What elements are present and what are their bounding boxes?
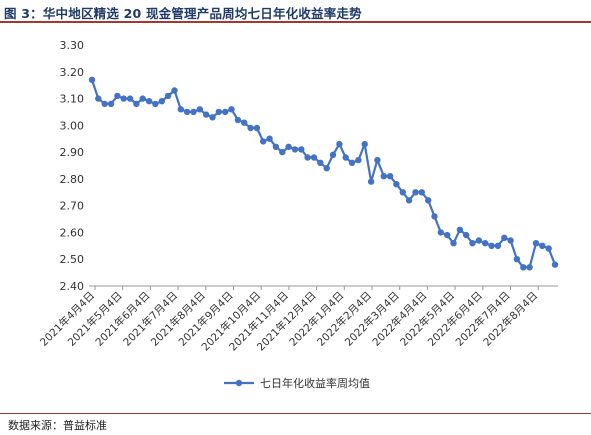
data-point <box>405 197 413 204</box>
y-tick-label: 2.40 <box>60 280 85 293</box>
data-point <box>177 106 184 113</box>
data-point <box>431 213 438 220</box>
data-point <box>234 116 242 124</box>
data-point <box>228 106 235 113</box>
data-point <box>507 237 514 244</box>
data-point <box>323 165 330 172</box>
data-point <box>260 138 267 145</box>
data-point <box>456 226 464 233</box>
data-point <box>190 108 197 116</box>
y-tick-label: 2.70 <box>60 200 85 213</box>
source-divider <box>0 413 591 414</box>
data-point <box>450 240 457 247</box>
data-point <box>196 106 203 113</box>
data-point <box>539 242 546 249</box>
data-point <box>399 189 406 196</box>
data-point <box>513 256 521 263</box>
data-point <box>95 95 102 102</box>
y-tick-label: 3.10 <box>60 93 85 106</box>
data-point <box>279 148 286 156</box>
data-point <box>520 264 527 271</box>
plot-area <box>88 76 559 271</box>
data-point <box>317 159 324 166</box>
data-point <box>475 237 483 244</box>
data-point <box>348 159 356 166</box>
figure-title: 图 3：华中地区精选 20 现金管理产品周均七日年化收益率走势 <box>4 6 362 21</box>
data-point <box>444 231 451 239</box>
y-tick-label: 3.00 <box>60 119 85 132</box>
data-point <box>310 154 318 161</box>
data-point <box>107 100 115 108</box>
line-chart: 2.40 2.50 2.60 2.70 2.80 2.90 3.00 3.10 3.20 3.30… <box>37 39 559 390</box>
data-point <box>374 156 381 164</box>
data-point <box>209 114 216 121</box>
data-point <box>203 111 210 118</box>
data-point <box>171 87 178 94</box>
data-point <box>285 143 292 150</box>
y-tick-label: 3.30 <box>60 39 85 52</box>
data-point <box>488 242 495 249</box>
data-point <box>463 231 470 239</box>
data-point <box>551 261 559 268</box>
data-point <box>526 264 533 271</box>
y-tick-label: 2.50 <box>60 253 85 266</box>
data-point <box>418 189 425 196</box>
data-point <box>393 181 400 188</box>
data-point <box>386 173 394 180</box>
data-point <box>361 140 368 148</box>
data-point <box>101 100 108 108</box>
data-point <box>304 154 311 161</box>
y-tick-label: 2.90 <box>60 146 85 159</box>
y-axis: 2.40 2.50 2.60 2.70 2.80 2.90 3.00 3.10 3.20 3.30 <box>60 39 85 293</box>
legend: 七日年化收益率周均值 <box>224 376 370 390</box>
data-point <box>355 156 362 164</box>
legend-label: 七日年化收益率周均值 <box>260 376 370 390</box>
data-point <box>437 229 444 236</box>
x-axis: 2021年4月4日2021年5月4日2021年6月4日2021年7月4日2021… <box>37 285 558 353</box>
data-point <box>183 108 191 116</box>
data-point <box>425 197 432 204</box>
legend-marker <box>235 379 243 387</box>
data-point <box>222 108 229 116</box>
data-point <box>482 240 489 247</box>
data-point <box>380 173 387 180</box>
data-point <box>501 234 508 241</box>
data-point <box>266 135 273 142</box>
data-point <box>145 98 153 105</box>
data-point <box>241 119 248 126</box>
data-source-note: 数据来源：普益标准 <box>8 419 107 432</box>
data-point <box>88 76 96 84</box>
data-point <box>158 98 165 105</box>
data-point <box>367 178 375 185</box>
data-point <box>253 124 261 132</box>
data-point <box>336 140 343 148</box>
data-point <box>215 108 222 116</box>
data-point <box>532 240 540 247</box>
data-point <box>126 95 134 102</box>
data-point <box>469 240 476 247</box>
data-point <box>494 242 502 249</box>
data-point <box>298 146 305 153</box>
title-divider <box>0 21 591 23</box>
series-line <box>90 79 557 269</box>
data-point <box>164 92 172 100</box>
y-tick-label: 2.80 <box>60 173 85 186</box>
data-point <box>545 245 552 252</box>
data-point <box>412 189 419 196</box>
data-point <box>152 100 159 108</box>
data-point <box>291 146 299 153</box>
data-point <box>272 143 280 150</box>
data-point <box>114 92 121 100</box>
y-tick-label: 3.20 <box>60 66 85 79</box>
data-point <box>139 95 146 102</box>
data-point <box>133 100 140 108</box>
data-point <box>247 124 254 132</box>
data-point <box>329 151 337 158</box>
data-point <box>342 154 349 161</box>
y-tick-label: 2.60 <box>60 226 85 239</box>
data-point <box>120 95 127 102</box>
